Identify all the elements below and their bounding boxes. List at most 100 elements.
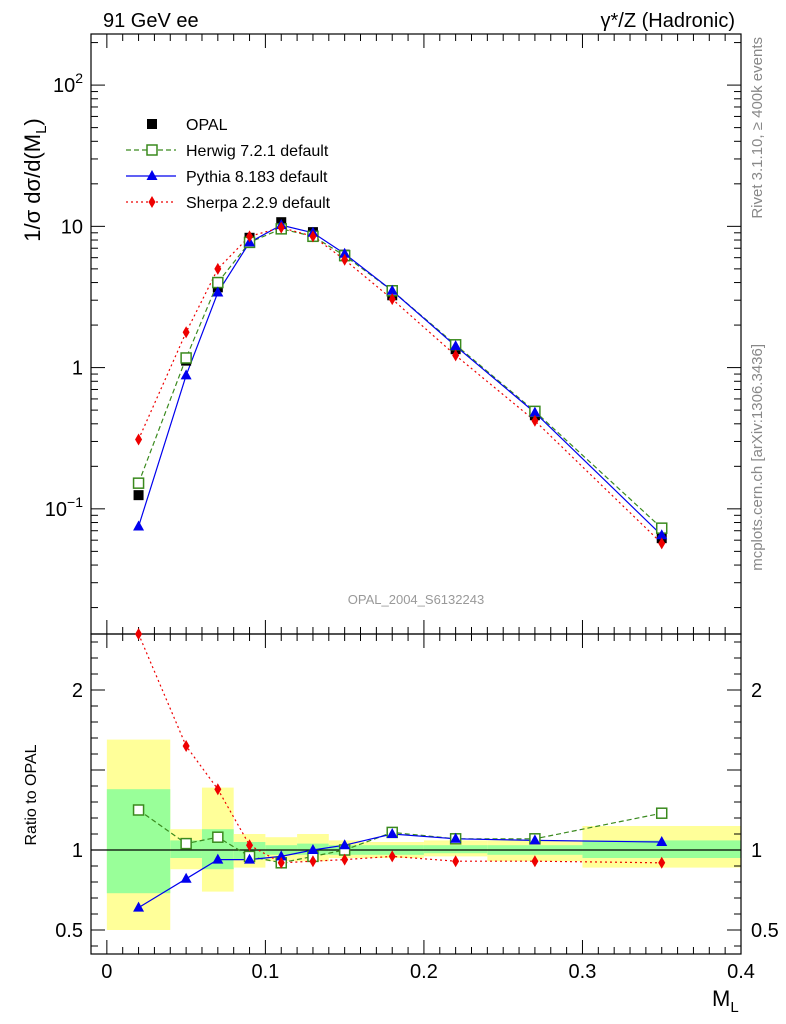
ratio-point-herwig xyxy=(132,804,145,816)
ratio-point-pythia xyxy=(450,832,462,843)
legend-marker-herwig xyxy=(146,144,158,156)
main-point-opal xyxy=(133,490,144,501)
ratio-point-pythia xyxy=(386,828,398,838)
ratio-point-sherpa xyxy=(214,783,222,796)
xtick-label: 0.2 xyxy=(410,961,438,983)
main-point-sherpa xyxy=(531,414,539,427)
header-right-process: (Hadronic) xyxy=(642,10,735,32)
axis-ticks xyxy=(91,34,742,954)
main-ytick-exp: −1 xyxy=(67,494,83,510)
legend-marker-sherpa xyxy=(148,196,156,208)
legend-marker-opal xyxy=(147,119,157,129)
main-point-sherpa xyxy=(277,221,285,234)
main-point-pythia xyxy=(212,286,224,297)
main-point-pythia xyxy=(133,520,145,531)
ratio-point-pythia xyxy=(180,872,192,883)
main-point-sherpa xyxy=(246,230,254,243)
main-point-pythia xyxy=(450,340,462,351)
ratio-point-sherpa xyxy=(277,856,285,869)
ratio-plot-frame xyxy=(90,633,742,955)
ratio-point-pythia xyxy=(307,844,319,854)
main-ylabel-close: ) xyxy=(20,118,45,125)
uncertainty-bands xyxy=(106,739,741,930)
main-ytick-label: 10−1 xyxy=(45,494,83,521)
ratio-point-sherpa xyxy=(531,855,539,868)
ratio-point-pythia xyxy=(339,839,351,850)
main-ytick-label: 1 xyxy=(72,358,83,380)
main-point-herwig xyxy=(180,352,192,364)
analysis-tag: OPAL_2004_S6132243 xyxy=(348,592,484,607)
ratio-point-herwig xyxy=(212,831,224,843)
main-ytick-exp: 2 xyxy=(75,70,83,86)
main-point-herwig xyxy=(132,477,145,489)
main-point-pythia xyxy=(386,284,398,295)
main-ytick-base: 10 xyxy=(53,75,75,97)
xtick-label: 0.1 xyxy=(251,961,279,983)
ratio-xlabel-sub: L xyxy=(730,999,738,1016)
legend: OPAL Herwig 7.2.1 default Pythia 8.183 def… xyxy=(126,117,331,212)
ratio-ylabel: Ratio to OPAL xyxy=(23,744,40,845)
main-point-pythia xyxy=(180,369,192,380)
ratio-point-sherpa xyxy=(246,839,254,852)
main-point-pythia xyxy=(656,529,668,540)
ratio-point-sherpa xyxy=(388,850,396,863)
main-point-sherpa xyxy=(214,262,222,275)
ratio-point-sherpa xyxy=(182,740,190,752)
legend-label-sherpa: Sherpa 2.2.9 default xyxy=(186,195,331,212)
main-line-sherpa xyxy=(138,226,663,544)
band-green-10 xyxy=(582,840,741,858)
legend-marker-pythia xyxy=(146,170,158,180)
main-line-herwig xyxy=(138,228,663,529)
ratio-ytick-label-right: 0.5 xyxy=(751,920,779,942)
main-point-pythia xyxy=(529,406,541,417)
ratio-xlabel: ML xyxy=(712,986,739,1016)
series-markers xyxy=(132,217,668,912)
ratio-ytick-label-right: 2 xyxy=(751,680,762,702)
ratio-point-sherpa xyxy=(341,853,349,866)
ratio-point-herwig xyxy=(180,837,192,850)
ratio-point-pythia xyxy=(529,834,541,845)
main-ytick-label: 102 xyxy=(53,70,83,97)
ratio-point-sherpa xyxy=(309,855,317,868)
header-right: γ*/Z (Hadronic) xyxy=(601,10,735,32)
main-point-sherpa xyxy=(341,253,349,266)
ratio-point-pythia xyxy=(133,901,145,912)
main-ylabel-sub: L xyxy=(33,126,50,134)
ratio-point-sherpa xyxy=(452,855,460,868)
band-green-8 xyxy=(423,845,488,854)
xtick-label: 0 xyxy=(101,961,112,983)
ratio-point-sherpa xyxy=(135,628,143,640)
ratio-point-herwig xyxy=(655,807,668,819)
ratio-point-sherpa xyxy=(658,856,666,869)
ratio-point-pythia xyxy=(244,853,256,864)
header-left: 91 GeV ee xyxy=(103,10,199,32)
ratio-point-pythia xyxy=(656,836,668,846)
main-point-herwig xyxy=(212,276,224,289)
legend-label-opal: OPAL xyxy=(186,117,228,134)
rivet-label: Rivet 3.1.10, ≥ 400k events xyxy=(749,37,766,219)
xtick-label: 0.3 xyxy=(569,961,597,983)
ratio-ytick-label: 0.5 xyxy=(55,920,83,942)
main-point-sherpa xyxy=(182,326,190,339)
main-point-sherpa xyxy=(388,293,396,306)
mcplots-label: mcplots.cern.ch [arXiv:1306.3436] xyxy=(749,344,766,571)
legend-label-pythia: Pythia 8.183 default xyxy=(186,169,328,186)
main-ylabel: 1/σ dσ/d(ML) xyxy=(20,118,50,242)
main-ylabel-text: 1/σ dσ/d(M xyxy=(20,134,45,242)
main-point-sherpa xyxy=(452,349,460,362)
main-point-sherpa xyxy=(309,230,317,243)
legend-label-herwig: Herwig 7.2.1 default xyxy=(186,143,329,160)
ratio-ytick-label: 2 xyxy=(72,680,83,702)
main-ytick-base: 10 xyxy=(45,499,67,521)
xtick-label: 0.4 xyxy=(727,961,755,983)
main-point-sherpa xyxy=(135,433,143,446)
header-right-symbol: γ*/Z xyxy=(601,10,637,32)
ratio-ytick-label: 1 xyxy=(72,840,83,862)
main-ytick-label: 10 xyxy=(61,216,83,238)
ratio-xlabel-text: M xyxy=(712,986,730,1011)
main-point-sherpa xyxy=(658,537,666,550)
ratio-point-pythia xyxy=(275,850,287,861)
ratio-point-pythia xyxy=(212,853,224,864)
